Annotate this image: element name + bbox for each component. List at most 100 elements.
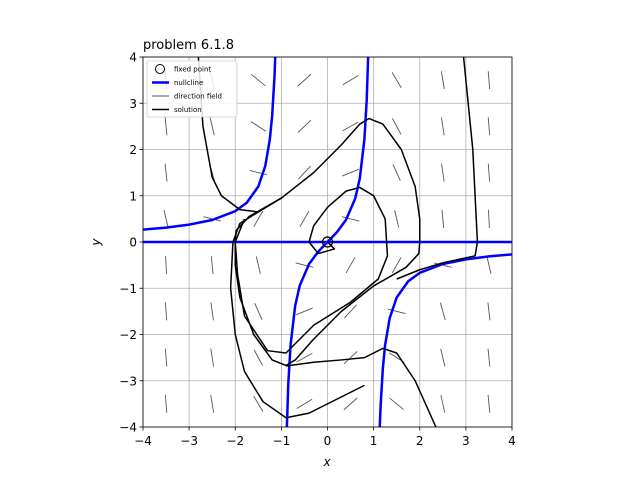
y-tick-label: 3 <box>129 97 137 111</box>
field-segment <box>440 71 445 90</box>
x-tick-label: 4 <box>508 434 516 448</box>
y-tick-label: 0 <box>129 236 137 250</box>
y-tick-label: −3 <box>119 374 137 388</box>
field-segment <box>297 119 312 133</box>
field-segment <box>343 397 358 411</box>
field-segment <box>487 302 491 321</box>
nullcline <box>143 57 277 231</box>
field-segment <box>298 165 311 180</box>
field-segment <box>440 394 446 413</box>
field-segment <box>344 304 357 319</box>
field-segment <box>165 256 167 275</box>
legend-label: direction field <box>174 93 222 101</box>
field-segment <box>253 349 263 366</box>
field-segment <box>343 351 358 365</box>
field-segment <box>392 164 401 182</box>
field-segment <box>164 117 168 136</box>
legend-box <box>146 60 238 118</box>
field-segment <box>391 257 402 274</box>
field-segment <box>439 302 446 321</box>
y-tick-label: −1 <box>119 282 137 296</box>
field-segment <box>255 256 261 274</box>
x-tick-label: −3 <box>180 434 198 448</box>
y-tick-label: 2 <box>129 143 137 157</box>
points <box>321 236 334 248</box>
solution-curve <box>396 57 479 280</box>
chart-title: problem 6.1.8 <box>143 38 234 53</box>
field-segment <box>345 257 356 274</box>
field-segment <box>297 73 312 87</box>
field-segment <box>164 302 168 321</box>
field-segment <box>487 117 491 136</box>
field-segment <box>342 121 359 132</box>
field-segment <box>342 75 359 86</box>
field-segment <box>254 302 263 320</box>
field-segment <box>441 209 445 228</box>
x-tick-label: −4 <box>134 434 152 448</box>
field-segment <box>251 74 266 87</box>
ticks: −4 −3 −2 −1 0 1 2 3 4 −4 −3 −2 −1 0 1 2 3 4 <box>119 51 516 449</box>
x-axis-label: x <box>322 455 331 469</box>
x-tick-label: 2 <box>416 434 424 448</box>
field-segment <box>440 348 446 367</box>
field-segment <box>389 397 404 410</box>
solution-curve <box>229 211 365 419</box>
field-segment <box>210 348 215 367</box>
field-segment <box>250 121 267 132</box>
x-tick-label: 1 <box>370 434 378 448</box>
field-segment <box>441 163 445 182</box>
field-segment <box>394 210 400 228</box>
legend-label: solution <box>174 106 202 114</box>
field-segment <box>210 394 215 413</box>
field-segment <box>342 168 360 177</box>
field-segment <box>387 308 406 314</box>
y-tick-label: 1 <box>129 189 137 203</box>
field-segment <box>341 216 360 222</box>
field-segment <box>295 307 313 316</box>
field-segment <box>253 210 264 227</box>
nullcline <box>378 253 512 427</box>
y-tick-label: 4 <box>129 51 137 65</box>
legend-label: nullcline <box>174 79 203 87</box>
solution-curve <box>285 347 437 427</box>
direction-field <box>163 71 492 413</box>
y-tick-label: −2 <box>119 328 137 342</box>
field-segment <box>210 256 214 275</box>
field-segment <box>487 71 491 90</box>
legend: fixed point nullcline direction field solut… <box>146 60 238 118</box>
field-segment <box>296 398 313 409</box>
field-segment <box>295 262 314 268</box>
field-segment <box>296 352 313 363</box>
x-tick-label: −2 <box>226 434 244 448</box>
field-segment <box>164 394 168 413</box>
field-segment <box>487 348 491 367</box>
field-segment <box>253 395 264 412</box>
curves <box>143 57 512 427</box>
field-segment <box>440 117 445 136</box>
y-axis-label: y <box>89 238 103 247</box>
legend-marker <box>155 64 165 74</box>
x-tick-label: 3 <box>462 434 470 448</box>
field-segment <box>299 210 310 227</box>
x-tick-label: −1 <box>273 434 291 448</box>
field-segment <box>488 209 490 228</box>
field-segment <box>163 210 169 228</box>
x-tick-label: 0 <box>324 434 332 448</box>
solution-curve <box>234 186 389 354</box>
field-segment <box>487 163 491 182</box>
field-segment <box>164 348 168 367</box>
field-segment <box>210 302 214 321</box>
field-segment <box>392 118 402 135</box>
field-segment <box>391 72 402 89</box>
fixed-point <box>321 236 334 248</box>
field-segment <box>249 170 268 176</box>
field-segment <box>164 163 168 182</box>
legend-label: fixed point <box>174 66 211 74</box>
y-tick-label: −4 <box>119 421 137 435</box>
field-segment <box>487 394 491 413</box>
field-segment <box>209 117 215 136</box>
field-segment <box>486 256 492 274</box>
